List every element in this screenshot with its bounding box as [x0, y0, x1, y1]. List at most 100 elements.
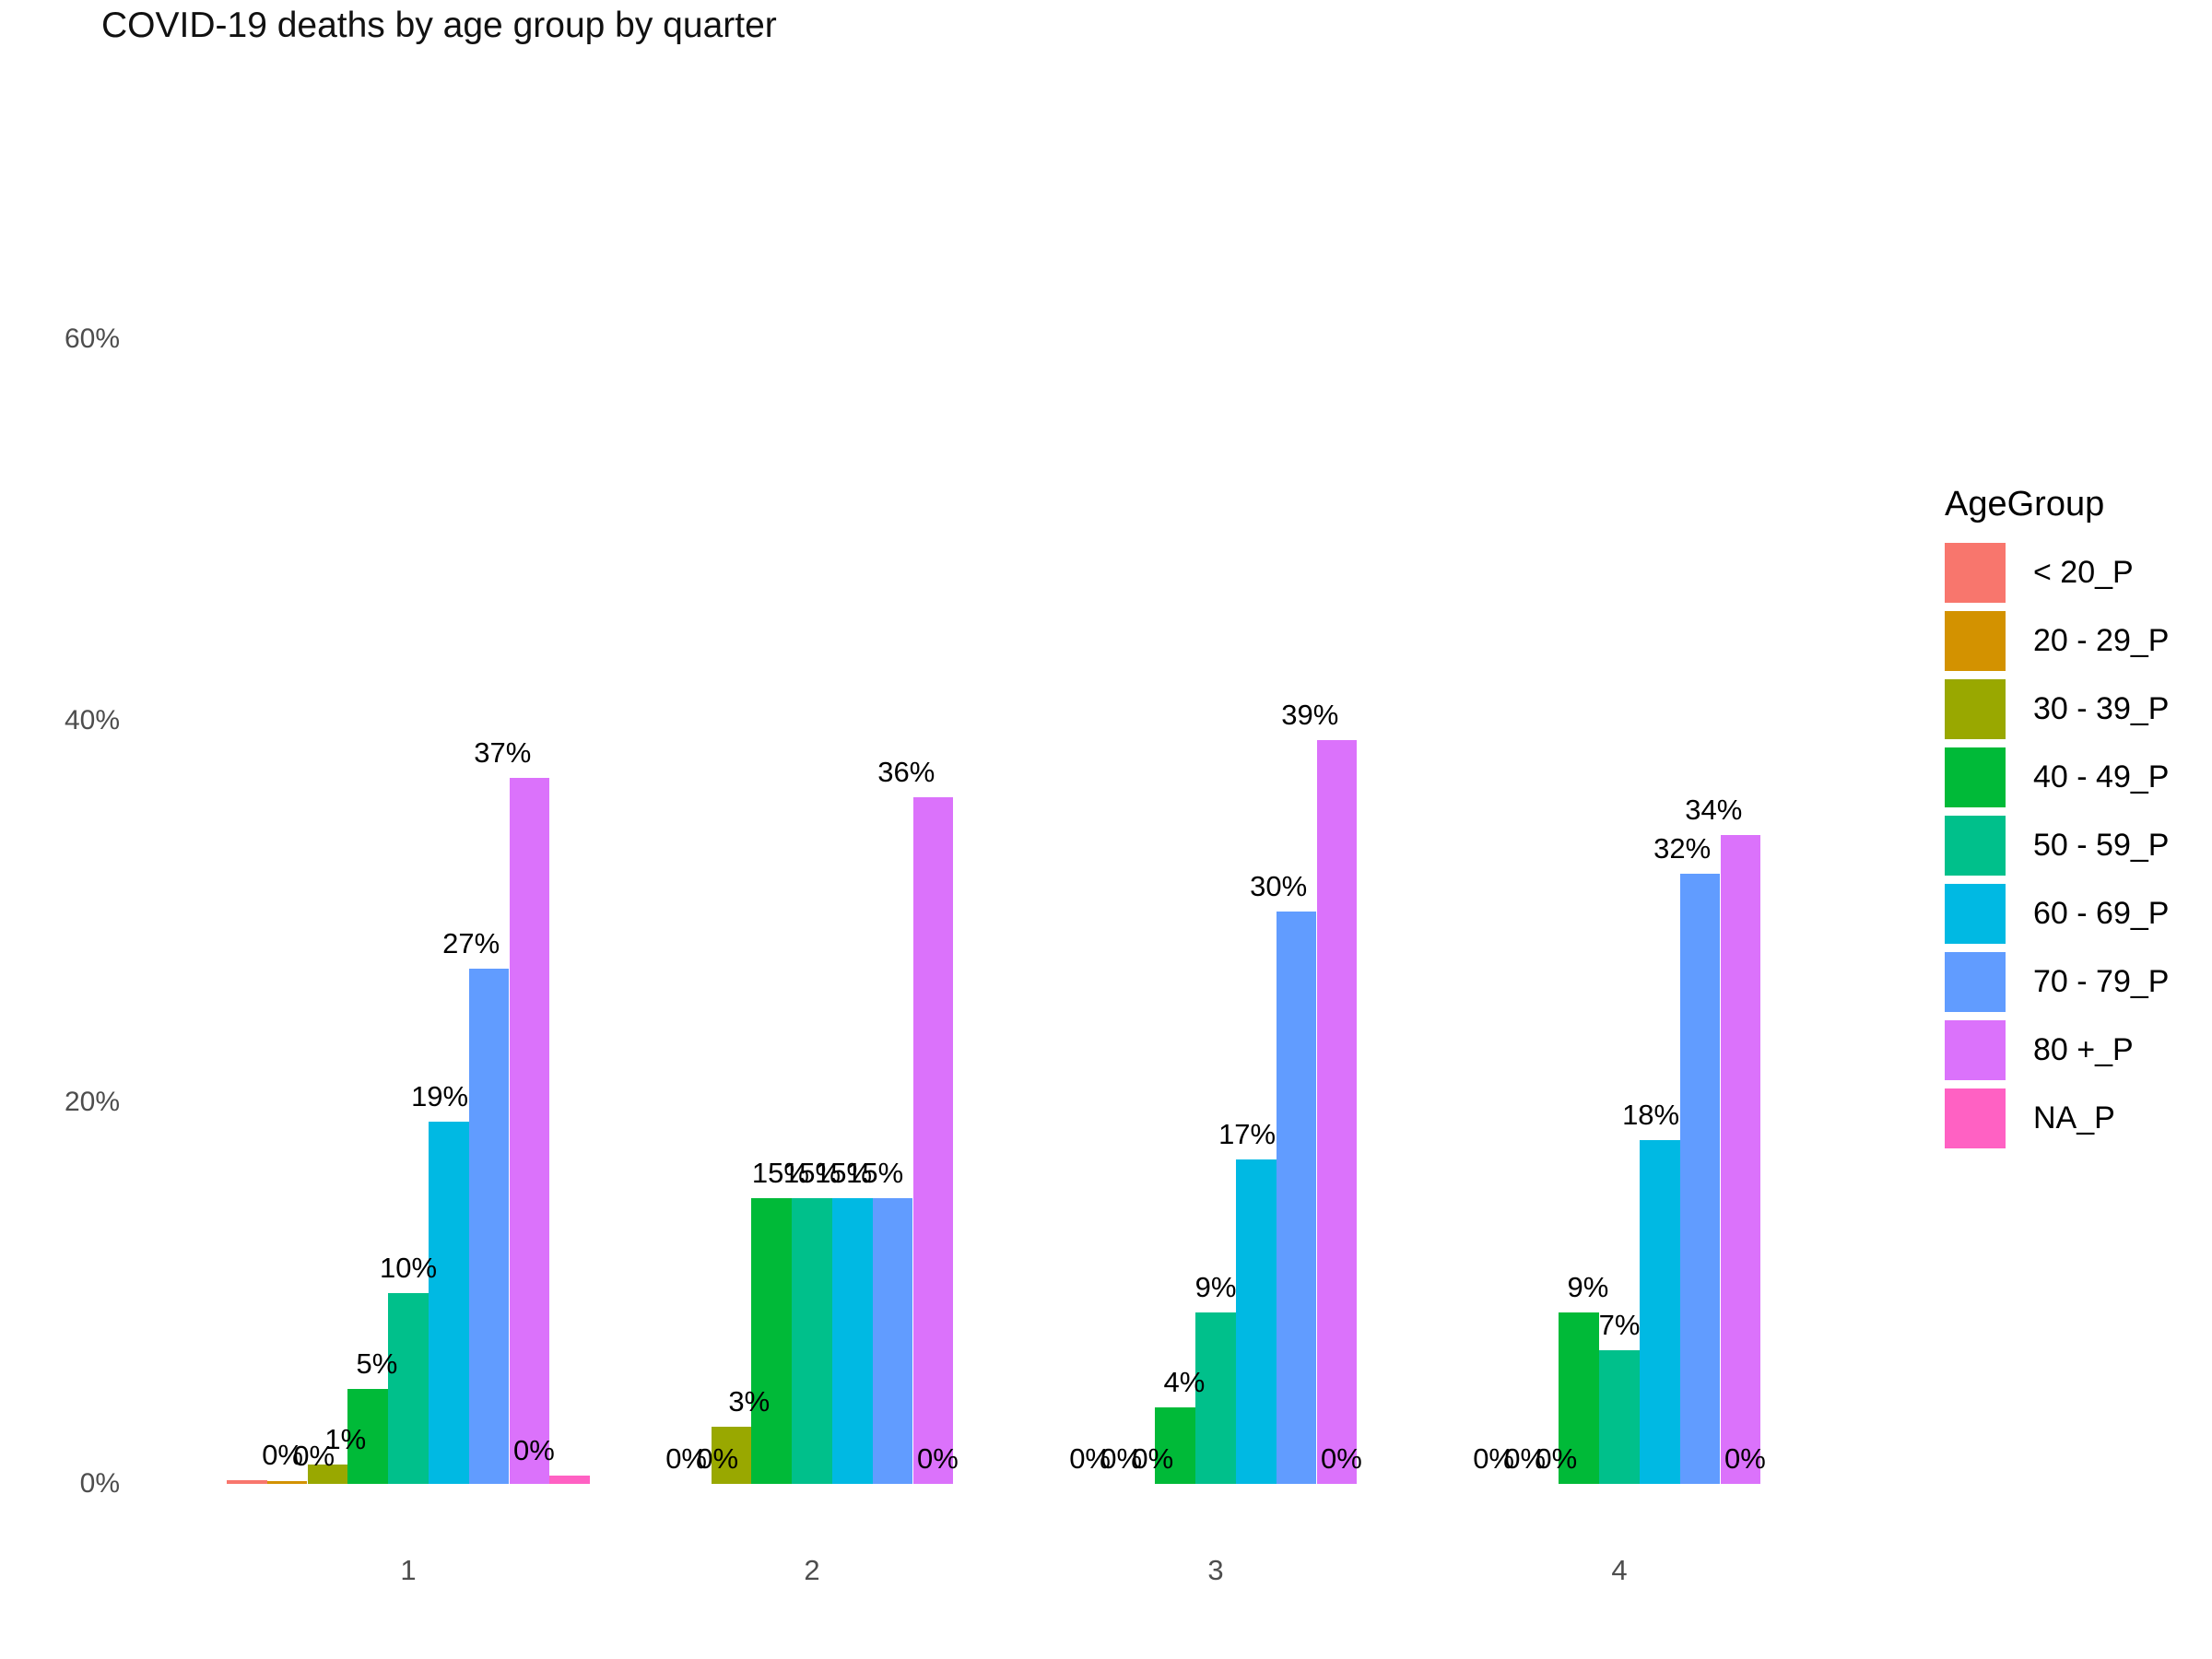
legend-swatch: [1945, 543, 2006, 603]
chart-title: COVID-19 deaths by age group by quarter: [101, 6, 777, 45]
y-axis-tick-label: 20%: [64, 1087, 120, 1117]
bar-value-label: 17%: [1218, 1118, 1277, 1151]
bar: [509, 778, 550, 1484]
bar: [831, 1197, 873, 1484]
bar-value-label: 34%: [1685, 794, 1743, 827]
bar-value-label: 9%: [1567, 1270, 1609, 1303]
legend-item: 60 - 69_P: [1945, 884, 2169, 944]
legend: AgeGroup < 20_P 20 - 29_P 30 - 39_P 40 - 49…: [1945, 485, 2169, 1157]
bar: [266, 1480, 308, 1484]
bar-value-label: 0%: [1069, 1442, 1111, 1475]
bar: [912, 796, 954, 1484]
legend-item-label: 40 - 49_P: [2033, 759, 2170, 794]
legend-item-label: < 20_P: [2033, 555, 2134, 590]
bar-value-label: 4%: [1163, 1366, 1206, 1399]
legend-swatch: [1945, 1020, 2006, 1080]
legend-title: AgeGroup: [1945, 485, 2105, 524]
bar: [428, 1121, 469, 1484]
legend-item: 30 - 39_P: [1945, 679, 2169, 739]
bar-value-label: 15%: [751, 1156, 809, 1189]
legend-item-label: 60 - 69_P: [2033, 896, 2170, 931]
bar: [1599, 1350, 1640, 1484]
bar: [1195, 1312, 1236, 1484]
bar: [792, 1197, 832, 1484]
bar-value-label: 0%: [916, 1442, 959, 1475]
legend-swatch: [1945, 816, 2006, 876]
bar-value-label: 0%: [1473, 1442, 1514, 1475]
legend-item-label: 70 - 79_P: [2033, 964, 2170, 999]
bar: [872, 1197, 913, 1484]
bar-value-label: 1%: [324, 1423, 367, 1456]
bar-value-label: 5%: [356, 1347, 398, 1380]
bar-value-label: 0%: [1100, 1442, 1143, 1475]
bar-value-label: 0%: [1132, 1442, 1174, 1475]
y-axis-tick-label: 0%: [79, 1468, 120, 1499]
legend-item-label: 80 +_P: [2033, 1032, 2134, 1067]
bar: [549, 1475, 591, 1484]
legend-swatch: [1945, 747, 2006, 807]
legend-item-label: 30 - 39_P: [2033, 691, 2170, 726]
bar: [347, 1388, 389, 1484]
bar: [1679, 873, 1721, 1484]
bar: [226, 1479, 267, 1484]
bar-value-label: 37%: [474, 736, 532, 770]
legend-item-label: NA_P: [2033, 1100, 2115, 1135]
legend-swatch: [1945, 884, 2006, 944]
legend-item: 50 - 59_P: [1945, 816, 2169, 876]
bar: [1720, 835, 1761, 1484]
legend-item-label: 50 - 59_P: [2033, 828, 2170, 863]
bar-value-label: 0%: [262, 1438, 303, 1471]
bar-value-label: 3%: [728, 1384, 771, 1418]
y-axis-tick-label: 40%: [64, 705, 120, 735]
bar: [388, 1293, 429, 1484]
bar: [1559, 1312, 1600, 1484]
bar-value-label: 27%: [442, 927, 500, 960]
bar-value-label: 7%: [1598, 1309, 1641, 1342]
bar-value-label: 19%: [411, 1079, 469, 1112]
bar-value-label: 32%: [1653, 831, 1712, 865]
legend-item-label: 20 - 29_P: [2033, 623, 2170, 658]
bar-value-label: 0%: [293, 1439, 335, 1472]
bar: [1316, 739, 1358, 1484]
bar-value-label: 0%: [1724, 1442, 1766, 1475]
legend-swatch: [1945, 679, 2006, 739]
bar-value-label: 10%: [379, 1252, 438, 1284]
bar: [1235, 1159, 1277, 1484]
bar-value-label: 36%: [877, 755, 935, 788]
bar: [1639, 1140, 1680, 1484]
bar: [307, 1465, 348, 1484]
bar-value-label: 15%: [846, 1156, 904, 1189]
bar-value-label: 0%: [512, 1433, 555, 1466]
legend-item: 40 - 49_P: [1945, 747, 2169, 807]
bar: [751, 1197, 793, 1484]
bar: [468, 969, 510, 1484]
bar-value-label: 0%: [697, 1442, 739, 1475]
bar: [1155, 1407, 1196, 1484]
legend-swatch: [1945, 1088, 2006, 1148]
bar-value-label: 39%: [1281, 698, 1339, 731]
bar-value-label: 30%: [1250, 870, 1308, 902]
bar-value-label: 9%: [1194, 1270, 1237, 1303]
bar: [711, 1426, 752, 1484]
x-axis-tick-label: 4: [1611, 1554, 1628, 1586]
y-axis-tick-label: 60%: [64, 324, 120, 354]
x-axis-tick-label: 2: [804, 1554, 820, 1586]
bar-value-label: 15%: [815, 1156, 873, 1189]
legend-item: < 20_P: [1945, 543, 2169, 603]
legend-item: 80 +_P: [1945, 1020, 2169, 1080]
x-axis-tick-label: 3: [1207, 1554, 1224, 1586]
legend-item: 70 - 79_P: [1945, 952, 2169, 1012]
bar-value-label: 0%: [665, 1442, 707, 1475]
bar-value-label: 18%: [1622, 1099, 1680, 1132]
legend-swatch: [1945, 611, 2006, 671]
bar-value-label: 0%: [1320, 1442, 1362, 1475]
bar: [1276, 912, 1317, 1484]
legend-swatch: [1945, 952, 2006, 1012]
legend-item: NA_P: [1945, 1088, 2169, 1148]
bar-value-label: 15%: [782, 1156, 841, 1189]
bar-value-label: 0%: [1535, 1442, 1578, 1475]
x-axis-tick-label: 1: [400, 1554, 417, 1586]
bar-value-label: 0%: [1504, 1442, 1547, 1475]
